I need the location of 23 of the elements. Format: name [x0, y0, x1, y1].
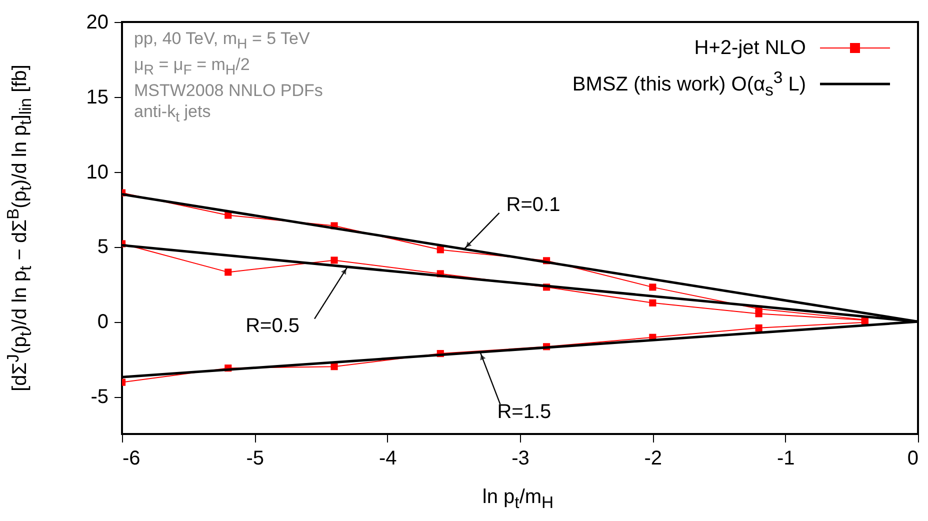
x-tick-label: -4 [378, 448, 397, 470]
x-tick-label: 0 [907, 448, 918, 470]
x-tick-label: -2 [644, 448, 662, 470]
x-tick-label: -6 [122, 448, 140, 470]
x-tick-label: -5 [246, 448, 264, 470]
x-tick-label: -1 [776, 448, 795, 470]
annotation: pp, 40 TeV, m$_{H}$ = 5 TeV [134, 28, 311, 54]
y-tick-label: -5 [90, 386, 108, 408]
x-tick-label: -3 [512, 448, 530, 470]
legend-label: H+2-jet NLO [694, 37, 806, 59]
y-tick-label: 15 [86, 86, 108, 108]
x-axis-title: ln p$_{t}$/m$_{H}$ [482, 486, 554, 512]
legend-label: BMSZ (this work) O(α$_{s}$$^{3}$ L) [572, 68, 806, 100]
annotation: anti-k$_{t}$ jets [134, 101, 212, 128]
y-tick-label: 10 [86, 161, 108, 184]
annotation: R=0.1 [506, 194, 560, 216]
annotation: R=0.5 [246, 314, 300, 337]
y-tick-label: 0 [97, 311, 108, 334]
annotation: μ$_{R}$ = μ$_{F}$ = m$_{H}$/2 [134, 54, 251, 80]
y-tick-label: 20 [86, 12, 108, 34]
annotation: MSTW2008 NNLO PDFs [134, 80, 323, 102]
annotation: R=1.5 [497, 401, 552, 424]
y-tick-label: 5 [97, 236, 108, 258]
